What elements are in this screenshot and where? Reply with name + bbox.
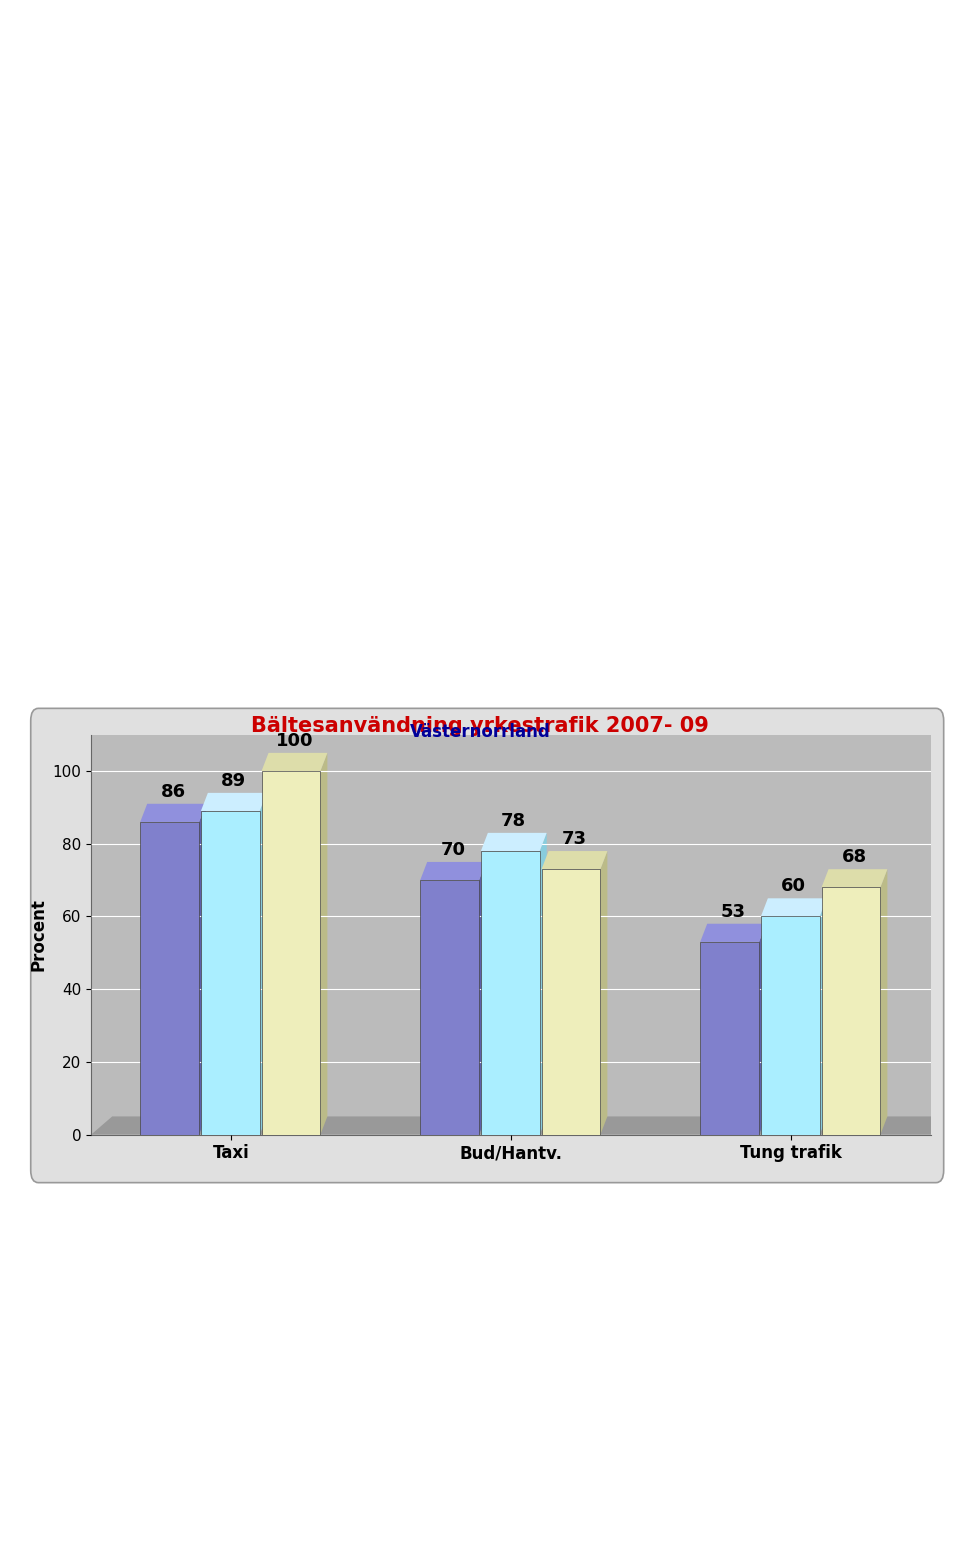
- Bar: [700, 942, 759, 1135]
- Text: Västernorrland: Västernorrland: [410, 722, 550, 741]
- Polygon shape: [541, 851, 608, 870]
- Bar: [541, 870, 600, 1135]
- Polygon shape: [199, 804, 206, 1135]
- Text: 100: 100: [276, 732, 313, 750]
- Polygon shape: [420, 862, 486, 880]
- Text: 73: 73: [562, 831, 587, 848]
- Polygon shape: [140, 804, 206, 822]
- Polygon shape: [759, 924, 766, 1135]
- Polygon shape: [201, 794, 267, 811]
- Polygon shape: [321, 753, 327, 1135]
- Polygon shape: [761, 899, 827, 916]
- Text: Bältesanvändning yrkestrafik 2007- 09: Bältesanvändning yrkestrafik 2007- 09: [252, 716, 708, 736]
- Polygon shape: [481, 832, 546, 851]
- Polygon shape: [700, 924, 766, 942]
- Bar: [822, 888, 880, 1135]
- Bar: [420, 880, 479, 1135]
- Bar: [140, 822, 199, 1135]
- Polygon shape: [260, 794, 267, 1135]
- Text: 89: 89: [221, 772, 247, 790]
- Text: 53: 53: [721, 902, 746, 921]
- Bar: [761, 916, 820, 1135]
- Bar: [261, 770, 321, 1135]
- Text: 70: 70: [441, 842, 466, 859]
- Polygon shape: [540, 832, 546, 1135]
- Polygon shape: [820, 899, 827, 1135]
- Text: 68: 68: [842, 848, 867, 866]
- Text: 86: 86: [160, 783, 185, 801]
- Bar: [201, 811, 260, 1135]
- Polygon shape: [822, 870, 887, 888]
- Polygon shape: [261, 753, 327, 770]
- Polygon shape: [880, 870, 887, 1135]
- Text: 60: 60: [781, 877, 806, 896]
- Polygon shape: [91, 1116, 952, 1135]
- Polygon shape: [479, 862, 486, 1135]
- Polygon shape: [600, 851, 608, 1135]
- Text: 78: 78: [501, 812, 526, 829]
- Bar: [481, 851, 540, 1135]
- Y-axis label: Procent: Procent: [29, 897, 47, 972]
